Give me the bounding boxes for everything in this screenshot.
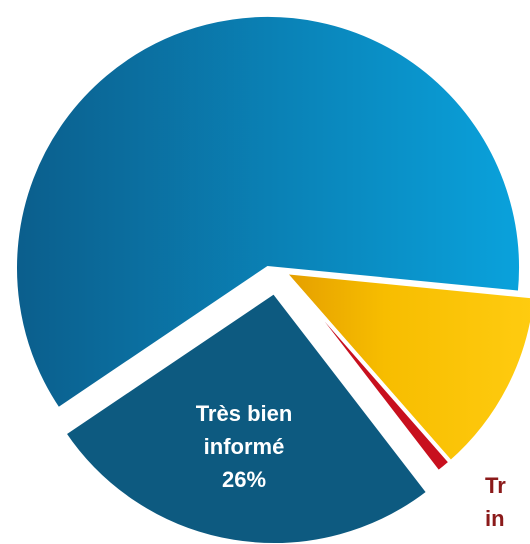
pie-slice [61,289,432,544]
pie-slice [282,270,454,476]
pie-slice [13,13,523,413]
slice-value-label: 26% [222,467,266,492]
pie-slice [279,269,530,466]
slice-label: Très bien [196,401,293,426]
slice-label: Tr [485,473,506,498]
slice-label: informé [204,434,285,459]
slice-label: in [485,506,505,531]
